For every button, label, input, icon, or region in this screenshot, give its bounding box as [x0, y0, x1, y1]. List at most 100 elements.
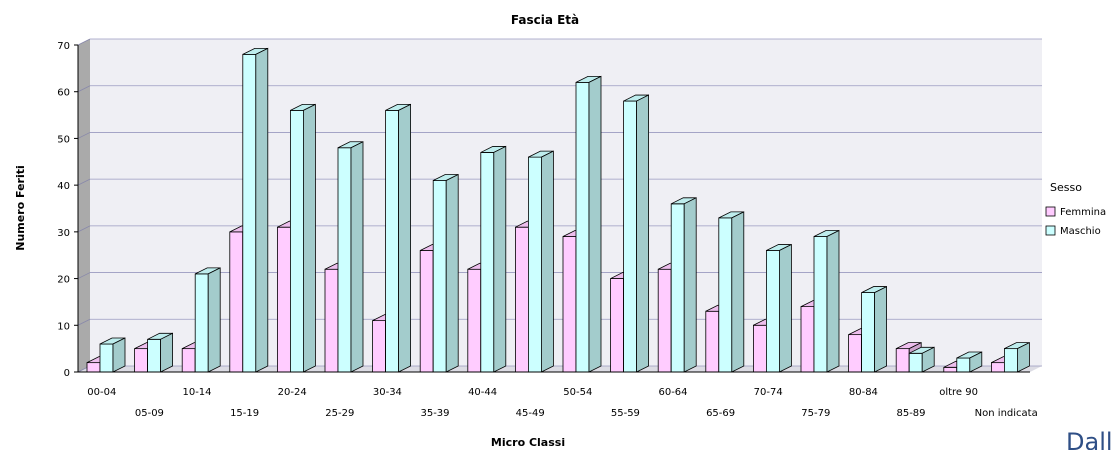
legend-label-maschio: Maschio	[1060, 226, 1101, 237]
x-tick-label-80-84: 80-84	[849, 387, 878, 398]
gridline-diag	[77, 272, 91, 279]
x-tick-label-00-04: 00-04	[87, 387, 116, 398]
y-tick-label: 50	[57, 134, 70, 145]
bar-maschio-35-39	[432, 173, 459, 373]
bar-femmina-non-indicata-front	[991, 362, 1005, 373]
bar-femmina-60-64-front	[657, 268, 672, 373]
bar-maschio-30-34	[385, 103, 412, 373]
bar-maschio-85-89	[908, 346, 935, 373]
bar-maschio-10-14-front	[194, 273, 209, 373]
bar-maschio-80-84-front	[861, 292, 875, 373]
x-tick-label-35-39: 35-39	[420, 408, 449, 419]
bar-maschio-non-indicata-front	[1004, 348, 1018, 373]
bar-femmina-35-39-front	[419, 250, 434, 373]
bar-maschio-15-19	[242, 47, 269, 373]
legend: Sesso Femmina Maschio	[1045, 181, 1106, 237]
bar-maschio-45-49-front	[528, 156, 542, 373]
bar-maschio-65-69-side	[731, 211, 745, 373]
x-tick-label-75-79: 75-79	[801, 408, 830, 419]
bar-maschio-65-69	[718, 211, 745, 373]
x-tick-label-45-49: 45-49	[516, 408, 545, 419]
bar-maschio-40-44-front	[480, 152, 495, 373]
bar-femmina-20-24-front	[276, 226, 291, 373]
bar-maschio-oltre-90-front	[956, 357, 971, 373]
bar-maschio-80-84	[861, 285, 887, 373]
bar-maschio-50-54-front	[575, 81, 590, 373]
bar-maschio-25-29-front	[337, 147, 352, 373]
bar-maschio-25-29-side	[350, 141, 364, 373]
bar-maschio-oltre-90-side	[969, 351, 983, 373]
gridline-diag	[77, 38, 91, 46]
x-tick-label-20-24: 20-24	[278, 387, 307, 398]
gridline-diag	[77, 178, 91, 186]
legend-swatch-femmina	[1045, 206, 1056, 217]
bar-maschio-85-89-front	[908, 352, 923, 373]
x-tick-label-70-74: 70-74	[754, 387, 783, 398]
bar-maschio-05-09	[147, 332, 174, 373]
bar-maschio-non-indicata	[1004, 341, 1030, 373]
bar-maschio-25-29	[337, 141, 364, 373]
bar-maschio-35-39-front	[432, 180, 447, 373]
y-tick-label: 0	[64, 368, 70, 379]
bar-maschio-30-34-side	[398, 103, 412, 373]
bar-maschio-00-04-side	[112, 337, 126, 373]
x-tick-label-non-indicata: Non indicata	[975, 408, 1038, 419]
bar-maschio-oltre-90	[956, 351, 983, 373]
bar-maschio-20-24	[289, 103, 316, 373]
axes: 0 10 20 30 40 50 60 70 00-04 05-09 10-14 15-19 20-24…	[57, 41, 1037, 419]
y-tick-label: 40	[57, 181, 70, 192]
bar-femmina-85-89-front	[895, 348, 910, 373]
bar-maschio-20-24-side	[302, 103, 316, 373]
gridline-diag	[77, 225, 91, 233]
x-tick-label-40-44: 40-44	[468, 387, 497, 398]
bar-maschio-15-19-front	[242, 53, 257, 373]
bar-maschio-80-84-side	[874, 285, 887, 373]
bar-maschio-85-89-side	[921, 346, 935, 373]
bar-femmina-10-14-front	[181, 348, 196, 373]
bar-maschio-75-79	[813, 229, 840, 373]
x-tick-label-55-59: 55-59	[611, 408, 640, 419]
bar-femmina-70-74-front	[753, 324, 767, 373]
bar-maschio-40-44-side	[493, 145, 507, 373]
bar-maschio-10-14	[194, 267, 221, 373]
bar-maschio-35-39-side	[445, 173, 459, 373]
bar-maschio-55-59-side	[636, 94, 649, 373]
x-tick-label-15-19: 15-19	[230, 408, 259, 419]
x-tick-label-50-54: 50-54	[563, 387, 592, 398]
bar-femmina-80-84-front	[848, 334, 862, 373]
y-tick-label: 60	[57, 88, 70, 99]
x-tick-label-65-69: 65-69	[706, 408, 735, 419]
legend-title: Sesso	[1050, 181, 1082, 194]
bar-maschio-60-64	[670, 197, 697, 373]
bar-maschio-55-59-front	[623, 100, 637, 373]
brand-text: Dall	[1066, 428, 1113, 450]
chart-title: Fascia Età	[511, 13, 579, 27]
bar-maschio-05-09-side	[160, 332, 174, 373]
bar-maschio-45-49-side	[541, 150, 554, 373]
bar-femmina-00-04-front	[86, 362, 101, 373]
bar-maschio-00-04	[99, 337, 126, 373]
plot-area	[78, 39, 1042, 372]
bar-maschio-00-04-front	[99, 343, 114, 373]
bar-femmina-30-34-front	[372, 320, 387, 373]
bar-maschio-10-14-side	[207, 267, 221, 373]
bar-maschio-15-19-side	[255, 47, 269, 373]
bar-maschio-60-64-side	[683, 197, 697, 373]
y-tick-label: 30	[57, 228, 70, 239]
bar-maschio-70-74-front	[766, 250, 780, 373]
x-tick-label-10-14: 10-14	[182, 387, 211, 398]
y-axis-title: Numero Feriti	[14, 165, 27, 251]
gridline-diag	[77, 85, 91, 93]
bar-femmina-75-79-front	[800, 306, 815, 373]
gridline-diag	[77, 132, 91, 139]
bar-maschio-75-79-side	[826, 229, 840, 373]
bar-femmina-25-29-front	[324, 268, 339, 373]
bar-maschio-50-54-side	[588, 75, 602, 373]
x-tick-label-05-09: 05-09	[135, 408, 164, 419]
bar-maschio-70-74	[766, 243, 792, 373]
bar-femmina-45-49-front	[515, 226, 529, 373]
bar-femmina-40-44-front	[467, 268, 482, 373]
legend-label-femmina: Femmina	[1060, 207, 1106, 218]
bar-maschio-75-79-front	[813, 236, 828, 373]
